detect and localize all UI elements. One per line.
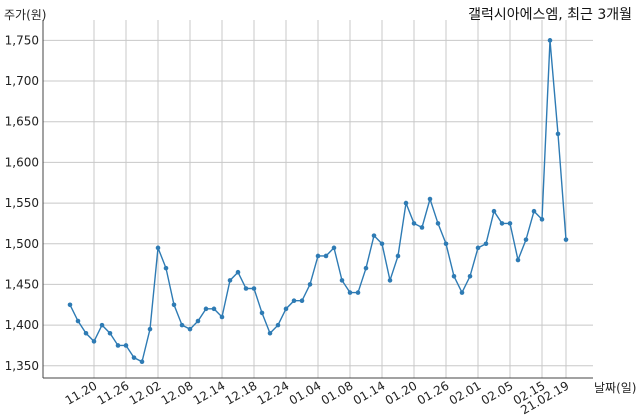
data-point — [467, 273, 473, 279]
data-point — [475, 245, 481, 251]
data-point — [291, 298, 297, 304]
data-point — [267, 330, 273, 336]
data-point — [507, 221, 513, 226]
axes — [42, 20, 593, 379]
data-point — [515, 257, 521, 263]
data-point — [371, 233, 377, 238]
y-tick-label: 1,600 — [5, 155, 39, 169]
y-axis-ticks: 1,350 1,400 1,450 1,500 1,550 1,600 1,650 1,700… — [5, 33, 39, 372]
x-tick-label: 01.04 — [287, 378, 324, 407]
data-point — [323, 253, 329, 259]
x-tick-label: 12.14 — [191, 378, 228, 407]
series-layer — [67, 38, 569, 365]
data-point — [171, 302, 177, 308]
data-point — [275, 322, 281, 328]
data-point — [163, 265, 169, 271]
data-point — [187, 326, 193, 332]
x-tick-label: 01.14 — [351, 378, 388, 407]
data-point — [299, 298, 305, 304]
x-tick-label: 12.24 — [255, 378, 292, 407]
y-tick-label: 1,650 — [5, 115, 39, 129]
data-point — [403, 200, 409, 206]
x-tick-label: 02.05 — [479, 378, 516, 407]
grid-lines — [43, 20, 593, 378]
x-tick-label: 12.02 — [127, 378, 164, 407]
data-point — [539, 217, 545, 222]
x-tick-label: 12.08 — [159, 378, 196, 407]
data-point — [131, 355, 137, 360]
data-point — [259, 310, 265, 316]
data-point — [355, 290, 361, 295]
data-point — [379, 241, 385, 247]
data-point — [243, 286, 249, 291]
data-point — [491, 208, 497, 214]
data-point — [547, 38, 553, 43]
data-point — [203, 306, 209, 312]
data-point — [347, 290, 353, 295]
data-point — [75, 318, 81, 324]
x-tick-label: 01.26 — [415, 378, 452, 407]
chart-title: 갤럭시아에스엠, 최근 3개월 — [468, 7, 632, 23]
data-point — [123, 343, 129, 348]
data-point — [315, 253, 321, 259]
x-axis-label: 날짜(일) — [594, 381, 636, 395]
data-point — [67, 302, 73, 308]
data-point — [531, 208, 537, 214]
data-point — [499, 221, 505, 226]
data-point — [283, 306, 289, 312]
data-point — [451, 273, 457, 279]
x-tick-label: 11.26 — [95, 378, 132, 407]
data-point — [147, 326, 153, 332]
data-point — [211, 306, 217, 312]
y-tick-label: 1,350 — [5, 359, 39, 373]
data-point — [435, 221, 441, 226]
data-point — [427, 196, 433, 202]
x-tick-label: 02.01 — [447, 378, 484, 407]
data-point — [331, 245, 337, 251]
data-point — [115, 343, 121, 348]
y-tick-label: 1,400 — [5, 318, 39, 332]
x-tick-label: 01.08 — [319, 378, 356, 407]
data-point — [155, 245, 161, 251]
data-point — [363, 265, 369, 271]
data-point — [179, 322, 185, 328]
data-point — [411, 221, 417, 226]
data-point — [563, 237, 569, 242]
data-point — [235, 269, 241, 275]
data-point — [419, 225, 425, 230]
data-point — [99, 322, 105, 328]
x-tick-label: 11.20 — [63, 378, 100, 407]
y-tick-label: 1,450 — [5, 277, 39, 291]
y-tick-label: 1,700 — [5, 74, 39, 88]
y-tick-label: 1,550 — [5, 196, 39, 210]
data-point — [251, 286, 257, 291]
data-point — [107, 330, 113, 336]
y-tick-label: 1,500 — [5, 237, 39, 251]
data-point — [195, 318, 201, 324]
data-point — [443, 241, 449, 247]
y-tick-label: 1,750 — [5, 33, 39, 47]
data-point — [395, 253, 401, 259]
data-point — [219, 314, 225, 320]
x-tick-label: 01.20 — [383, 378, 420, 407]
x-axis-ticks: 11.2011.2612.0212.0812.1412.1812.2401.04… — [63, 378, 572, 417]
x-tick-label: 12.18 — [223, 378, 260, 407]
data-point — [227, 278, 233, 283]
data-point — [307, 282, 313, 287]
data-point — [139, 359, 145, 365]
data-point — [523, 237, 529, 242]
data-point — [387, 278, 393, 283]
data-point — [91, 339, 97, 344]
data-point — [555, 131, 561, 137]
data-point — [83, 330, 89, 336]
data-point — [459, 290, 465, 295]
data-point — [483, 241, 489, 247]
data-point — [339, 278, 345, 283]
y-axis-label: 주가(원) — [4, 8, 46, 22]
